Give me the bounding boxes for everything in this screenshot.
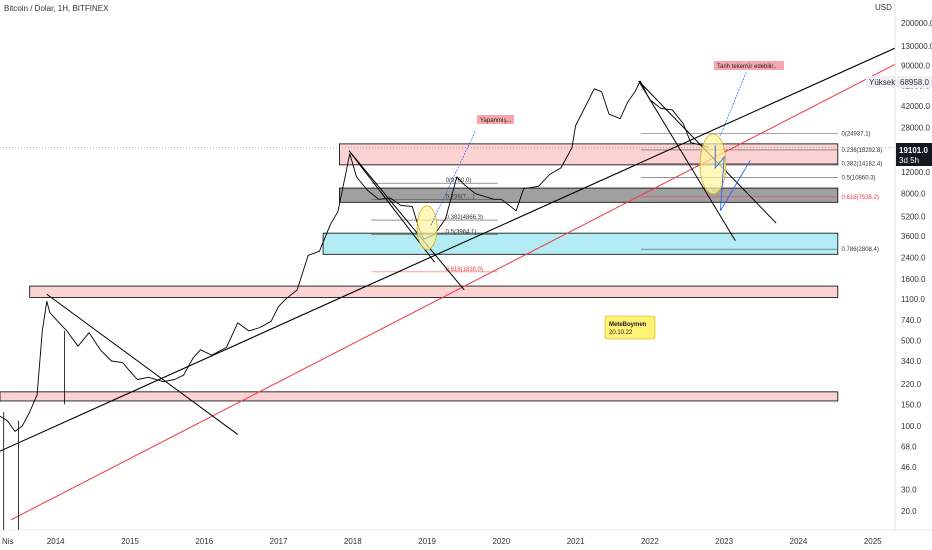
fib-2018-label: 0.236(7... ) [446,194,475,200]
author-date: 20.10.22 [609,330,633,336]
support-resistance-zones [0,143,839,402]
fib-2022-label: 0.618(7538.2) [842,195,879,201]
y-tick-label: 3600.0 [901,232,926,241]
author-name: MeteBoymen [609,322,647,328]
projection-2019 [430,131,476,226]
y-tick-label: 500.0 [901,337,922,346]
note-yapanmis-bg [477,115,514,124]
x-tick-label: 2014 [47,537,65,546]
y-tick-label: 20.0 [901,507,917,516]
cyan-zone [322,232,839,255]
fib-2018-label: 0.382(4866.3) [446,215,483,221]
y-tick-label: 1600.0 [901,275,926,284]
fib-2022-label: 0(24937.1) [842,132,871,138]
highlight-2019 [416,205,438,251]
currency-label: USD [875,3,892,12]
y-axis: 200000.0130000.090000.062000.042000.0280… [894,0,932,550]
high-badge-value-bg [897,76,932,88]
price-line [0,80,710,432]
note-tarih: Tarih tekerrür edebilir.. [714,61,784,70]
long-trend-red [10,63,896,521]
note-tarih-bg [714,61,784,70]
y-axis-bg [895,0,932,550]
y-tick-label: 220.0 [901,380,922,389]
y-tick-label: 42000.0 [901,102,930,111]
x-tick-label: 2020 [492,537,510,546]
fib-2022-label: 0.382(14182.4) [842,161,883,167]
y-tick-label: 740.0 [901,316,922,325]
y-tick-label: 30.0 [901,486,917,495]
y-tick-label: 340.0 [901,357,922,366]
x-tick-label: 2024 [790,537,808,546]
price-series [0,80,895,530]
pink-zone-mid [29,285,839,298]
note-tarih-text: Tarih tekerrür edebilir.. [717,64,777,70]
fib-2022-label: 0.236(18292.8) [842,148,883,154]
chart-overlays [416,71,751,251]
high-badge: Yüksek 68958.0 [866,76,932,88]
x-axis: Nis 2014 2015 2016 2017 2018 2019 2020 2021 2022 2… [0,529,932,546]
x-tick-label: 2017 [270,537,288,546]
x-tick-label: 2018 [344,537,362,546]
y-tick-label: 5200.0 [901,213,926,222]
fib-2018-label: 0.5(3964.1) [446,230,477,236]
downtrend-2018-a [348,150,465,291]
highlight-2022 [699,133,727,195]
y-tick-label: 68.0 [901,442,917,451]
price-badge-bg [896,143,932,166]
high-badge-value: 68958.0 [900,78,929,87]
x-tick-label: 2021 [567,537,585,546]
pink-zone-low [0,391,839,402]
y-tick-label: 200000.0 [901,19,932,28]
x-tick-label: 2015 [121,537,139,546]
x-tick-label: 2022 [641,537,659,546]
long-trend-black [0,47,896,452]
pink-zone-top [339,143,839,166]
x-tick-label: 2025 [864,537,882,546]
gray-zone [339,187,839,203]
fib-2022-label: 0.786(2808.4) [842,247,879,253]
y-tick-label: 28000.0 [901,123,930,132]
note-yapanmis: Yapanmış... [477,115,514,124]
y-tick-label: 12000.0 [901,168,930,177]
trend-lines [0,47,896,521]
fib-2018-label: 0.618(1830.0) [446,267,483,273]
high-badge-label-bg [866,76,896,88]
fib-2018-label: 0(9760.0) [446,178,472,184]
author-note: MeteBoymen 20.10.22 [604,315,656,340]
y-tick-label: 2400.0 [901,254,926,263]
downtrend-2021-b [638,80,736,241]
price-badge-value: 19101.0 [899,146,928,155]
price-badge-sub: 3d 5h [899,156,919,165]
x-tick-label: 2016 [195,537,213,546]
author-note-bg [604,315,656,340]
note-yapanmis-text: Yapanmış... [480,118,512,124]
fib-2022-label: 0.5(10860.3) [842,176,876,182]
projection-path [714,145,751,211]
downtrend-2014 [46,293,238,435]
chart-title: Bitcoin / Dolar, 1H, BITFINEX [4,4,109,13]
projection-2023 [720,71,747,136]
x-tick-label: Nis [2,537,14,546]
y-tick-label: 90000.0 [901,62,930,71]
y-tick-label: 8000.0 [901,190,926,199]
high-badge-label: Yüksek [869,78,896,87]
y-tick-label: 100.0 [901,422,922,431]
price-badge: 19101.0 3d 5h [896,143,932,166]
x-tick-label: 2019 [418,537,436,546]
x-tick-label: 2023 [715,537,733,546]
y-tick-label: 1100.0 [901,295,925,304]
y-tick-label: 130000.0 [901,42,932,51]
y-tick-label: 46.0 [901,463,917,472]
y-tick-label: 150.0 [901,400,922,409]
